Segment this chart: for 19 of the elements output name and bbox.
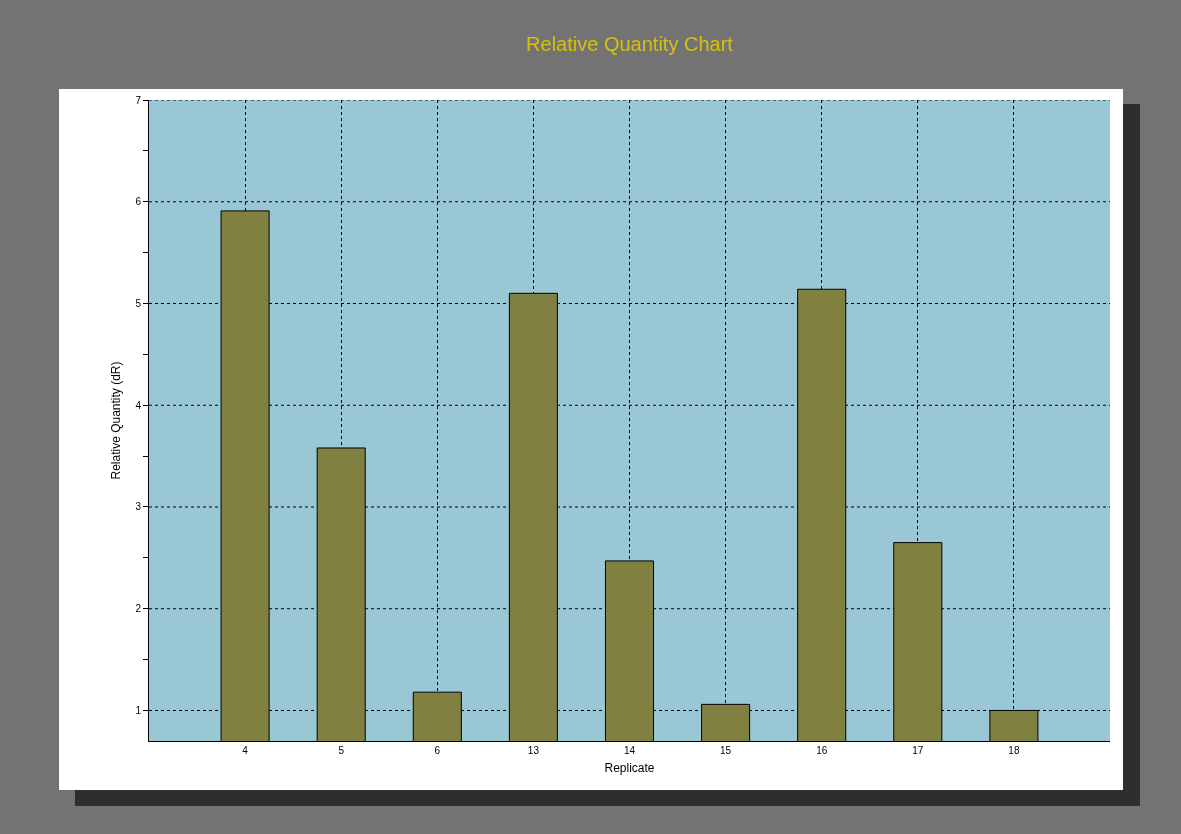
- x-tick-label: 14: [623, 745, 636, 756]
- y-tick-label: 4: [135, 399, 142, 411]
- y-tick-label: 3: [135, 501, 142, 513]
- y-tick-label: 1: [135, 704, 142, 716]
- x-tick-label: 5: [338, 745, 345, 756]
- y-tick-label: 6: [135, 196, 142, 208]
- chart-title: Relative Quantity Chart: [526, 33, 734, 55]
- y-tick-label: 2: [135, 603, 142, 615]
- x-tick-label: 13: [527, 745, 540, 756]
- y-tick-label: 5: [135, 297, 142, 309]
- y-axis-title: Relative Quantity (dR): [108, 361, 123, 480]
- x-tick-label: 18: [1008, 745, 1020, 756]
- x-tick-label: 6: [434, 745, 441, 756]
- x-tick-label: 17: [912, 745, 924, 756]
- x-axis-title: Replicate: [604, 760, 655, 775]
- x-tick-label: 16: [816, 745, 828, 756]
- x-tick-label: 15: [720, 745, 732, 756]
- x-tick-label: 4: [242, 745, 249, 756]
- y-tick-label: 7: [135, 94, 142, 106]
